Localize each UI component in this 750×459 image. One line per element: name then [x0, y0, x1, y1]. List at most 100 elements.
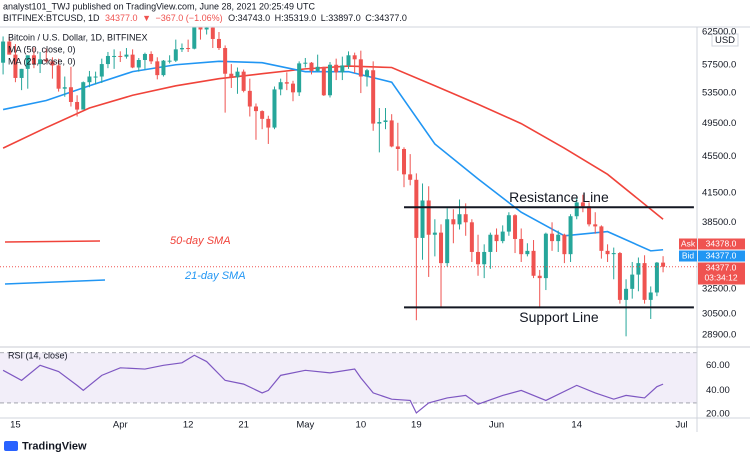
- y-tick-label: 45500.0: [702, 151, 736, 162]
- candle-body: [352, 55, 357, 60]
- candle-body: [395, 146, 400, 149]
- y-tick-label: 53500.0: [702, 88, 736, 99]
- candle-body: [105, 55, 110, 65]
- candle-body: [494, 234, 499, 242]
- candle-body: [519, 238, 524, 255]
- candle-body: [210, 27, 215, 39]
- candle-body: [99, 64, 104, 77]
- candle-body: [445, 219, 450, 264]
- candle-body: [241, 71, 246, 91]
- x-tick-label: Jun: [489, 420, 504, 431]
- candle-body: [315, 66, 320, 71]
- candle-body: [50, 61, 55, 66]
- candle-body: [661, 262, 666, 267]
- y-tick-label: 30500.0: [702, 308, 736, 319]
- candle-body: [297, 63, 302, 93]
- change: −367.0 (−1.06%): [156, 13, 223, 23]
- candle-body: [321, 66, 326, 96]
- rsi-title: RSI (14, close): [8, 350, 68, 360]
- candle-body: [118, 55, 123, 57]
- price-tag-box: [698, 262, 745, 285]
- candle-body: [235, 71, 240, 78]
- candle-body: [488, 234, 493, 252]
- brand: TradingView: [22, 440, 87, 452]
- candle-body: [617, 253, 622, 300]
- candle-body: [56, 65, 61, 89]
- candle-body: [112, 55, 117, 57]
- candle-body: [463, 214, 468, 223]
- y-tick-label: 60.00: [706, 360, 730, 371]
- x-tick-label: May: [296, 420, 314, 431]
- candle-body: [358, 59, 363, 77]
- candle-body: [476, 251, 481, 265]
- candle-body: [482, 251, 487, 265]
- candle-body: [402, 148, 407, 175]
- candle-body: [432, 232, 437, 235]
- candle-body: [13, 54, 18, 78]
- y-tick-label: 28900.0: [702, 329, 736, 340]
- price-tag: 34378.0: [706, 238, 737, 248]
- y-tick-label: 20.00: [706, 409, 730, 420]
- candle-body: [426, 200, 431, 235]
- candle-body: [229, 73, 234, 78]
- sma-callout-line: [4, 240, 101, 243]
- candle-body: [272, 89, 277, 128]
- candle-body: [371, 70, 376, 124]
- y-tick-label: 57500.0: [702, 59, 736, 70]
- candle-body: [278, 82, 283, 90]
- candle-body: [87, 76, 92, 83]
- x-tick-label: 19: [411, 420, 422, 431]
- candle-body: [173, 49, 178, 61]
- price-tag: 34377.0: [706, 262, 737, 272]
- candle-body: [543, 233, 548, 279]
- price-pane: [0, 27, 697, 337]
- chart-title: Bitcoin / U.S. Dollar, 1D, BITFINEX: [8, 32, 148, 42]
- candle-body: [506, 215, 511, 232]
- y-tick-label: 62500.0: [702, 27, 736, 38]
- candle-body: [179, 48, 184, 50]
- x-tick-label: Jul: [676, 420, 688, 431]
- candle-body: [93, 76, 98, 78]
- candle-body: [439, 232, 444, 264]
- candle-body: [654, 262, 659, 293]
- candle-body: [624, 288, 629, 300]
- candle-body: [574, 202, 579, 217]
- candle-body: [198, 27, 203, 30]
- candle-body: [408, 174, 413, 180]
- price-tag-name: Ask: [681, 238, 696, 248]
- candle-body: [142, 53, 147, 60]
- candle-body: [290, 83, 295, 93]
- brand-logo: [4, 441, 18, 451]
- candle-body: [525, 250, 530, 255]
- candle-body: [537, 275, 542, 279]
- candle-body: [155, 61, 160, 76]
- candle-body: [44, 59, 49, 62]
- close: C:34377.0: [365, 13, 407, 23]
- candle-body: [593, 224, 598, 227]
- candle-body: [130, 54, 135, 68]
- candle-body: [25, 55, 30, 69]
- x-tick-label: Apr: [113, 420, 128, 431]
- candle-body: [550, 233, 555, 242]
- sma-callout-line: [4, 279, 106, 285]
- candle-body: [340, 65, 345, 73]
- candle-body: [327, 64, 332, 96]
- candle-body: [531, 250, 536, 276]
- candle-body: [309, 62, 314, 71]
- candle-body: [38, 59, 43, 65]
- candle-body: [136, 59, 141, 68]
- currency: USD: [715, 35, 735, 46]
- candle-body: [216, 38, 221, 49]
- price-tag-box: [698, 238, 745, 250]
- candle-body: [377, 122, 382, 124]
- publisher: analyst101_TWJ published on TradingView.…: [3, 1, 316, 11]
- rsi-pane: [0, 352, 697, 414]
- candle-body: [611, 253, 616, 255]
- candle-body: [31, 55, 36, 65]
- y-tick-label: 32500.0: [702, 283, 736, 294]
- symbol: BITFINEX:BTCUSD, 1D: [3, 13, 100, 23]
- candle-body: [1, 41, 6, 63]
- candle-body: [19, 68, 24, 78]
- price-tag-box: [698, 250, 745, 262]
- y-tick-label: 38500.0: [702, 217, 736, 228]
